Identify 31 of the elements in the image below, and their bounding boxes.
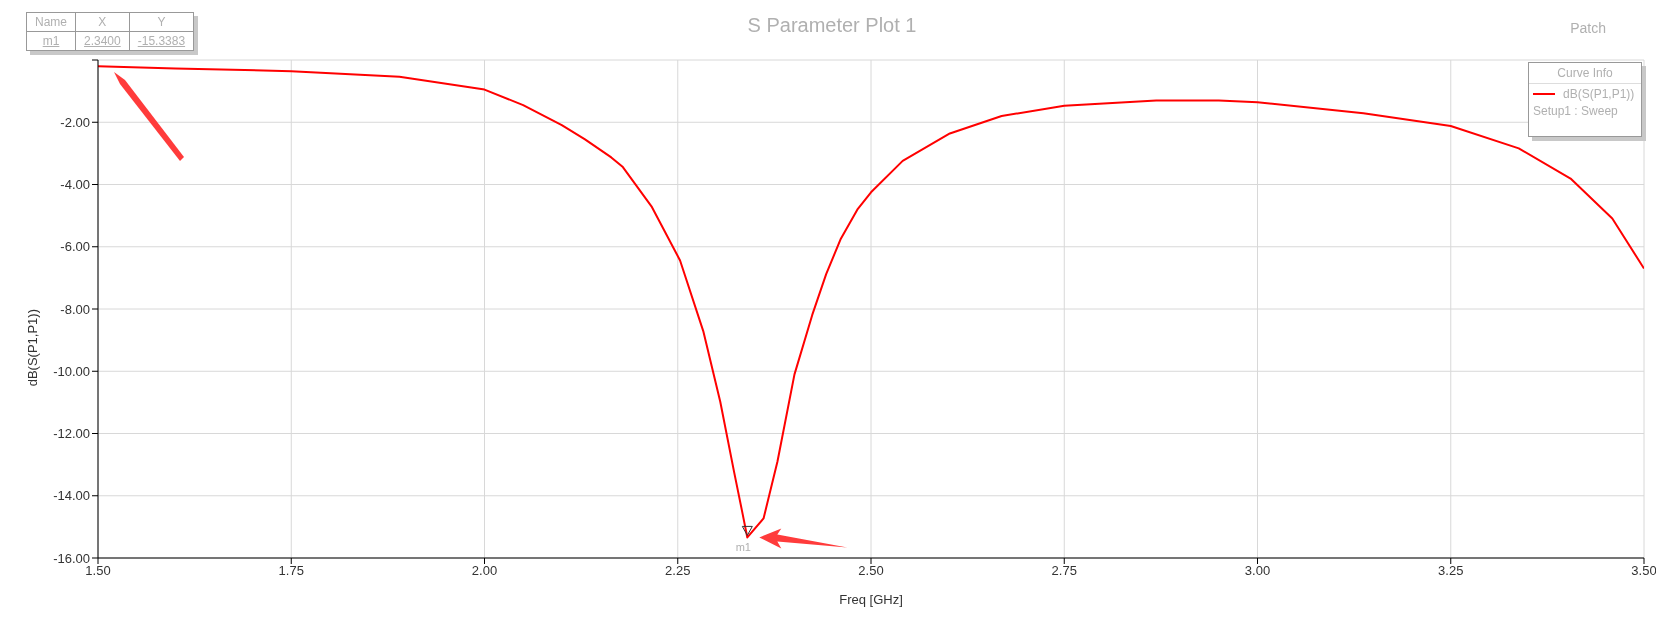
y-tick-label: -12.00 xyxy=(53,426,90,442)
x-tick-label: 3.00 xyxy=(1244,563,1271,579)
text: Patch xyxy=(1570,20,1606,36)
y-tick-label: -16.00 xyxy=(53,550,90,566)
y-tick-label: -4.00 xyxy=(60,177,90,193)
x-tick-label: 2.00 xyxy=(471,563,498,579)
y-tick-label: -10.00 xyxy=(53,363,90,379)
x-tick-label: 1.75 xyxy=(278,563,304,579)
legend-title: Curve Info xyxy=(1529,63,1641,84)
y-tick-label: -14.00 xyxy=(53,488,90,504)
text: Y xyxy=(129,12,194,32)
x-tick-label: 2.75 xyxy=(1051,563,1077,579)
annotation: Setup1 : Sweep xyxy=(1532,104,1619,118)
x-tick-label: 2.25 xyxy=(665,563,691,579)
text: X xyxy=(75,12,130,32)
y-tick-label: -6.00 xyxy=(60,239,90,255)
chart-title: S Parameter Plot 1 xyxy=(747,14,917,36)
x-tick-label: 3.25 xyxy=(1438,563,1464,579)
y-tick-label: -2.00 xyxy=(60,114,90,130)
text: Name xyxy=(26,12,76,32)
x-tick-label: 1.50 xyxy=(85,563,111,579)
text: m1 xyxy=(26,31,76,51)
x-tick-label: 3.50 xyxy=(1631,563,1657,579)
annotation: m1 xyxy=(735,541,751,554)
legend-label: dB(S(P1,P1)) xyxy=(1563,87,1635,101)
text: -15.3383 xyxy=(129,31,194,51)
text: 2.3400 xyxy=(75,31,130,51)
x-axis-title: Freq [GHz] xyxy=(839,592,903,607)
x-tick-label: 2.50 xyxy=(858,563,884,579)
y-tick-label: -8.00 xyxy=(60,301,90,317)
y-axis-title: dB(S(P1,P1)) xyxy=(24,309,40,387)
